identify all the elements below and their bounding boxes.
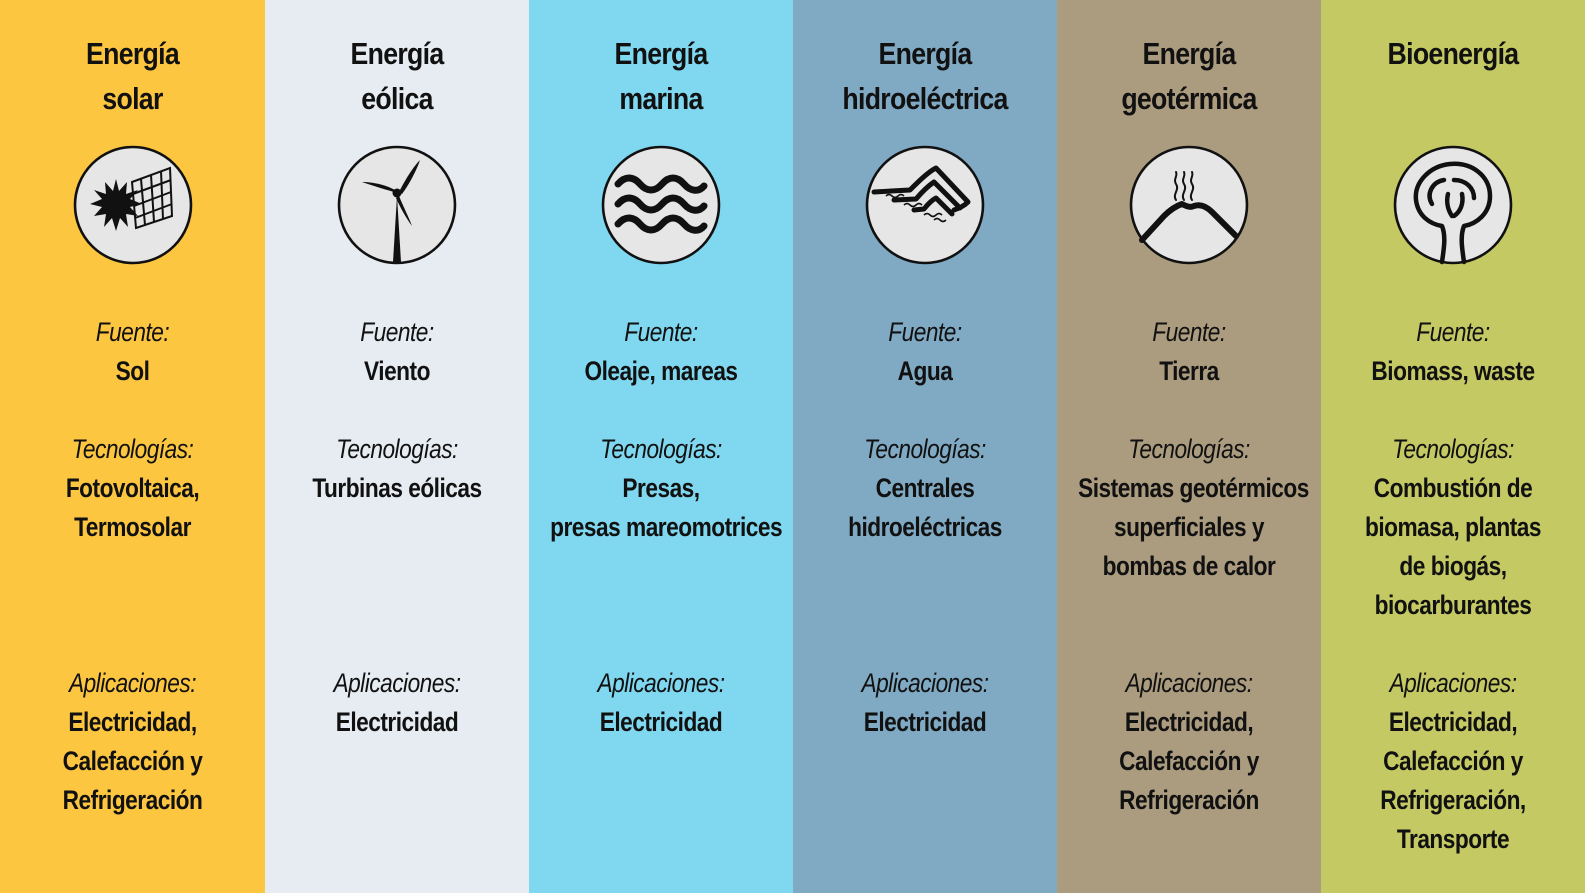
column-geothermal: Energía geotérmica Fuente: Tierra Tecnol… <box>1057 0 1321 893</box>
title-line: solar <box>102 81 163 116</box>
source-value: Biomass, waste <box>1371 356 1535 386</box>
source-value: Sol <box>115 356 150 386</box>
applications-label: Aplicaciones: <box>861 668 989 698</box>
applications-label: Aplicaciones: <box>68 668 197 698</box>
source-label: Fuente: <box>1152 317 1226 347</box>
technology-value: bombas de calor <box>1102 551 1276 581</box>
applications-value: Electricidad, <box>68 707 197 737</box>
column-title: Energía eólica <box>283 31 510 121</box>
source-label: Fuente: <box>624 317 698 347</box>
column-bioenergy: Bioenergía Fuente: Biomass, waste Tecnol… <box>1321 0 1585 893</box>
applications-block: Aplicaciones: Electricidad <box>793 664 1057 742</box>
source-label: Fuente: <box>888 317 962 347</box>
applications-value: Refrigeración <box>62 785 203 815</box>
column-marine: Energía marina Fuente: Oleaje, mareas Te… <box>529 0 793 893</box>
applications-label: Aplicaciones: <box>597 668 725 698</box>
applications-value: Calefacción y <box>62 746 203 776</box>
applications-block: Aplicaciones: Electricidad <box>265 664 529 742</box>
technology-label: Tecnologías: <box>1128 434 1250 464</box>
applications-block: Aplicaciones: Electricidad, Calefacción … <box>1321 664 1585 859</box>
title-line: geotérmica <box>1121 81 1257 116</box>
source-block: Fuente: Oleaje, mareas <box>529 313 793 391</box>
technology-value: Presas, <box>622 473 700 503</box>
technology-value: biomasa, plantas <box>1365 512 1541 542</box>
source-block: Fuente: Tierra <box>1057 313 1321 391</box>
title-line: Energía <box>350 36 445 71</box>
technology-value: Sistemas geotérmicos <box>1078 473 1309 503</box>
applications-value: Electricidad <box>863 707 987 737</box>
technology-value: Centrales <box>875 473 975 503</box>
applications-value: Electricidad, <box>1124 707 1254 737</box>
applications-label: Aplicaciones: <box>333 668 461 698</box>
source-label: Fuente: <box>1416 317 1490 347</box>
technology-value: Combustión de <box>1373 473 1533 503</box>
source-value: Agua <box>897 356 953 386</box>
applications-block: Aplicaciones: Electricidad <box>529 664 793 742</box>
technology-label: Tecnologías: <box>71 434 194 464</box>
applications-label: Aplicaciones: <box>1125 668 1253 698</box>
technology-value: presas mareomotrices <box>550 512 783 542</box>
column-wind: Energía eólica Fuente: Viento Tecnología… <box>265 0 529 893</box>
source-label: Fuente: <box>360 317 434 347</box>
source-label: Fuente: <box>95 317 170 347</box>
technology-block: Tecnologías: Sistemas geotérmicos superf… <box>1057 430 1321 586</box>
technology-block: Tecnologías: Fotovoltaica, Termosolar <box>0 430 265 547</box>
technology-block: Tecnologías: Presas, presas mareomotrice… <box>529 430 793 547</box>
column-title: Bioenergía <box>1339 31 1566 76</box>
column-title: Energía marina <box>547 31 774 121</box>
title-line: Energía <box>1142 36 1237 71</box>
source-block: Fuente: Biomass, waste <box>1321 313 1585 391</box>
column-hydro: Energía hidroeléctrica Fuente: <box>793 0 1057 893</box>
applications-value: Refrigeración, <box>1380 785 1526 815</box>
applications-value: Transporte <box>1396 824 1510 854</box>
dam-icon <box>864 144 986 266</box>
technology-value: biocarburantes <box>1374 590 1532 620</box>
wind-turbine-icon <box>336 144 458 266</box>
technology-value: hidroeléctricas <box>848 512 1002 542</box>
title-line: Bioenergía <box>1387 36 1520 71</box>
source-value: Tierra <box>1159 356 1219 386</box>
technology-label: Tecnologías: <box>336 434 458 464</box>
tree-icon <box>1392 144 1514 266</box>
technology-value: Turbinas eólicas <box>312 473 482 503</box>
technology-label: Tecnologías: <box>600 434 722 464</box>
column-title: Energía hidroeléctrica <box>811 31 1038 121</box>
applications-block: Aplicaciones: Electricidad, Calefacción … <box>1057 664 1321 820</box>
technology-value: Fotovoltaica, <box>65 473 200 503</box>
source-block: Fuente: Agua <box>793 313 1057 391</box>
title-line: marina <box>619 81 703 116</box>
applications-value: Electricidad <box>599 707 723 737</box>
applications-value: Electricidad <box>335 707 459 737</box>
title-line: Energía <box>86 36 180 71</box>
source-block: Fuente: Sol <box>0 313 265 391</box>
column-title: Energía geotérmica <box>1075 31 1302 121</box>
applications-value: Electricidad, <box>1388 707 1518 737</box>
source-value: Oleaje, mareas <box>584 356 738 386</box>
applications-label: Aplicaciones: <box>1389 668 1517 698</box>
technology-block: Tecnologías: Centrales hidroeléctricas <box>793 430 1057 547</box>
applications-value: Refrigeración <box>1119 785 1259 815</box>
technology-value: Termosolar <box>74 512 191 542</box>
waves-icon <box>600 144 722 266</box>
solar-icon <box>72 144 194 266</box>
technology-block: Tecnologías: Combustión de biomasa, plan… <box>1321 430 1585 625</box>
technology-block: Tecnologías: Turbinas eólicas <box>265 430 529 508</box>
source-block: Fuente: Viento <box>265 313 529 391</box>
technology-value: de biogás, <box>1399 551 1507 581</box>
title-line: hidroeléctrica <box>842 81 1008 116</box>
applications-value: Calefacción y <box>1383 746 1523 776</box>
title-line: Energía <box>614 36 709 71</box>
technology-label: Tecnologías: <box>864 434 986 464</box>
technology-value: superficiales y <box>1113 512 1265 542</box>
applications-block: Aplicaciones: Electricidad, Calefacción … <box>0 664 265 820</box>
volcano-icon <box>1128 144 1250 266</box>
column-solar: Energía solar <box>0 0 265 893</box>
source-value: Viento <box>364 356 430 386</box>
column-title: Energía solar <box>19 31 247 121</box>
title-line: Energía <box>878 36 973 71</box>
title-line: eólica <box>361 81 433 116</box>
applications-value: Calefacción y <box>1119 746 1259 776</box>
technology-label: Tecnologías: <box>1392 434 1514 464</box>
